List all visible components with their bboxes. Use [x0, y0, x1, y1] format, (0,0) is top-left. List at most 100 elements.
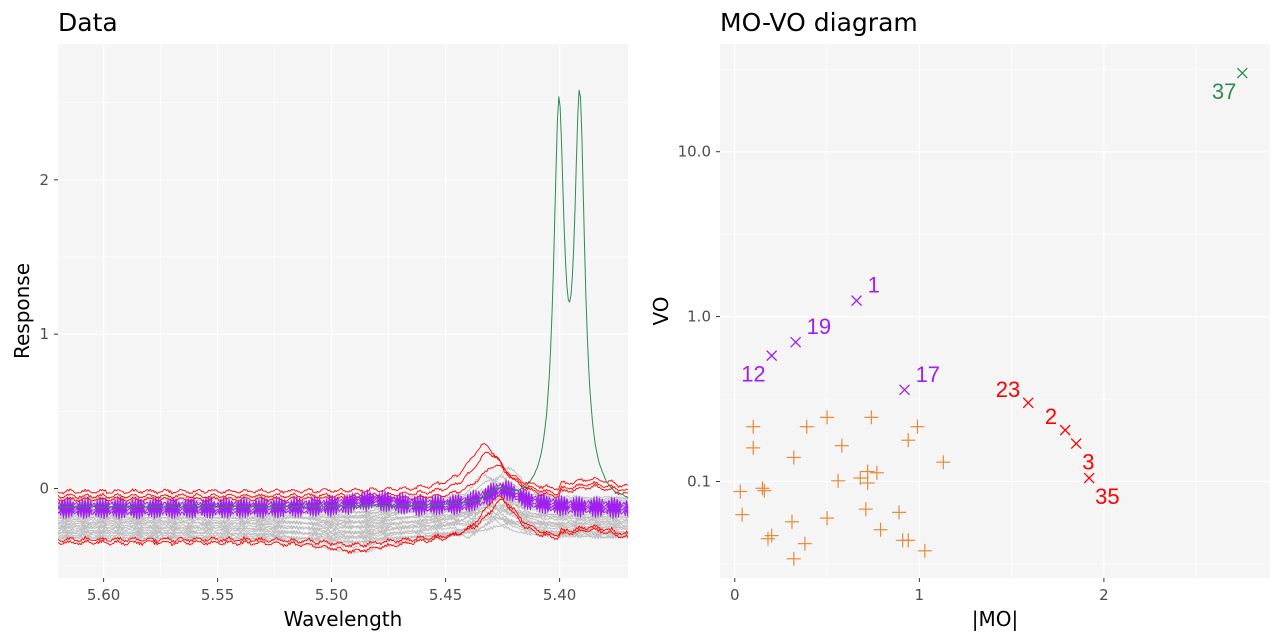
plus-point	[901, 433, 916, 448]
cross-point-stroke	[1022, 397, 1034, 409]
plus-point	[901, 533, 916, 548]
cross-point-19: 19	[790, 314, 831, 348]
cross-point-stroke	[1236, 67, 1248, 79]
cross-point-1: 1	[851, 273, 880, 307]
plus-point	[873, 522, 888, 537]
point-label-3: 3	[1082, 450, 1094, 475]
plus-point	[797, 536, 812, 551]
plus-point	[860, 475, 875, 490]
cross-point-stroke	[1070, 438, 1082, 449]
red-spectrum-line	[57, 498, 629, 548]
plus-point	[858, 502, 873, 517]
plus-point	[760, 531, 775, 546]
plus-point	[864, 410, 879, 425]
grey-spectrum-line	[57, 496, 629, 531]
data-panel-grid	[58, 44, 628, 578]
point-label-19: 19	[807, 314, 831, 339]
movo-panel-y-axis-title: VO	[649, 296, 673, 325]
plus-point	[834, 438, 849, 453]
data-panel-x-axis-title: Wavelength	[284, 607, 403, 631]
y-tick-label: 0.1	[687, 473, 711, 491]
plus-point	[746, 440, 761, 455]
point-label-17: 17	[916, 362, 940, 387]
cross-point-35: 35	[1083, 472, 1120, 509]
cross-point-2: 2	[1045, 404, 1071, 436]
plus-point	[892, 505, 907, 520]
x-tick-label: 5.55	[201, 586, 234, 604]
grey-spectrum-line	[57, 483, 629, 539]
purple-spectrum-line	[57, 489, 629, 520]
movo-panel-grid	[720, 44, 1270, 578]
cross-point-17: 17	[899, 362, 940, 396]
movo-panel-title: MO-VO diagram	[720, 8, 918, 37]
plus-point	[936, 455, 951, 470]
green-spectrum-line	[57, 89, 629, 509]
x-tick-label: 5.50	[315, 586, 348, 604]
plus-point	[831, 473, 846, 488]
cross-point-stroke	[899, 384, 911, 396]
x-tick-label: 5.45	[429, 586, 462, 604]
plus-point	[786, 450, 801, 465]
cross-point-stroke	[1059, 424, 1071, 436]
x-tick-label: 5.40	[543, 586, 576, 604]
grey-spectrum-line	[57, 507, 629, 535]
cross-point-stroke	[790, 336, 802, 348]
y-tick-label: 1.0	[687, 308, 711, 326]
data-panel-y-axis-title: Response	[10, 263, 34, 359]
plus-point	[757, 483, 772, 498]
movo-panel-x-axis-title: |MO|	[972, 607, 1018, 631]
plus-point	[910, 419, 925, 434]
grey-spectrum-line	[57, 486, 629, 501]
x-tick-label: 0	[730, 586, 740, 604]
x-tick-label: 5.60	[87, 586, 120, 604]
cross-point-12: 12	[741, 350, 778, 387]
cross-point-23: 23	[996, 377, 1034, 409]
red-spectrum-line	[57, 464, 629, 503]
point-label-2: 2	[1045, 404, 1057, 429]
plus-point	[820, 511, 835, 526]
purple-spectrum-line	[57, 482, 629, 514]
purple-spectrum-line	[57, 479, 629, 511]
data-panel-series	[57, 89, 629, 554]
movo-panel-background	[720, 44, 1270, 578]
cross-point-37: 37	[1212, 67, 1248, 104]
cross-point-stroke	[851, 295, 863, 307]
y-tick-label: 2	[39, 171, 49, 189]
plus-point	[746, 419, 761, 434]
point-label-12: 12	[741, 362, 765, 387]
plus-point	[853, 471, 868, 486]
plus-point	[820, 410, 835, 425]
movo-panel-ticks: 0 1 20.11.010.0	[678, 143, 1109, 604]
x-tick-label: 1	[915, 586, 925, 604]
plus-point	[799, 419, 814, 434]
point-label-35: 35	[1095, 484, 1119, 509]
cross-point-stroke	[766, 350, 778, 362]
red-spectrum-line	[57, 442, 629, 495]
plus-point	[764, 528, 779, 543]
plus-point	[917, 543, 932, 558]
data-panel-title: Data	[58, 8, 118, 37]
plus-point	[735, 507, 750, 522]
plus-point	[786, 551, 801, 566]
y-tick-label: 1	[39, 325, 49, 343]
red-spectrum-line	[57, 451, 629, 500]
cross-point-stroke	[1083, 472, 1095, 484]
point-label-37: 37	[1212, 79, 1236, 104]
point-label-1: 1	[868, 273, 880, 298]
x-tick-label: 2	[1099, 586, 1109, 604]
plus-point	[755, 481, 770, 496]
grey-spectrum-line	[57, 510, 629, 545]
data-panel-ticks: 5.60 5.55 5.50 5.45 5.40 0 1 2	[39, 171, 576, 604]
point-label-23: 23	[996, 377, 1020, 402]
plus-point	[869, 465, 884, 480]
grey-spectrum-line	[57, 509, 629, 554]
cross-point-3: 3	[1070, 438, 1094, 475]
grey-spectrum-line	[57, 499, 629, 541]
plus-point	[733, 484, 748, 499]
plus-point	[784, 514, 799, 529]
red-spectrum-line	[57, 495, 629, 554]
